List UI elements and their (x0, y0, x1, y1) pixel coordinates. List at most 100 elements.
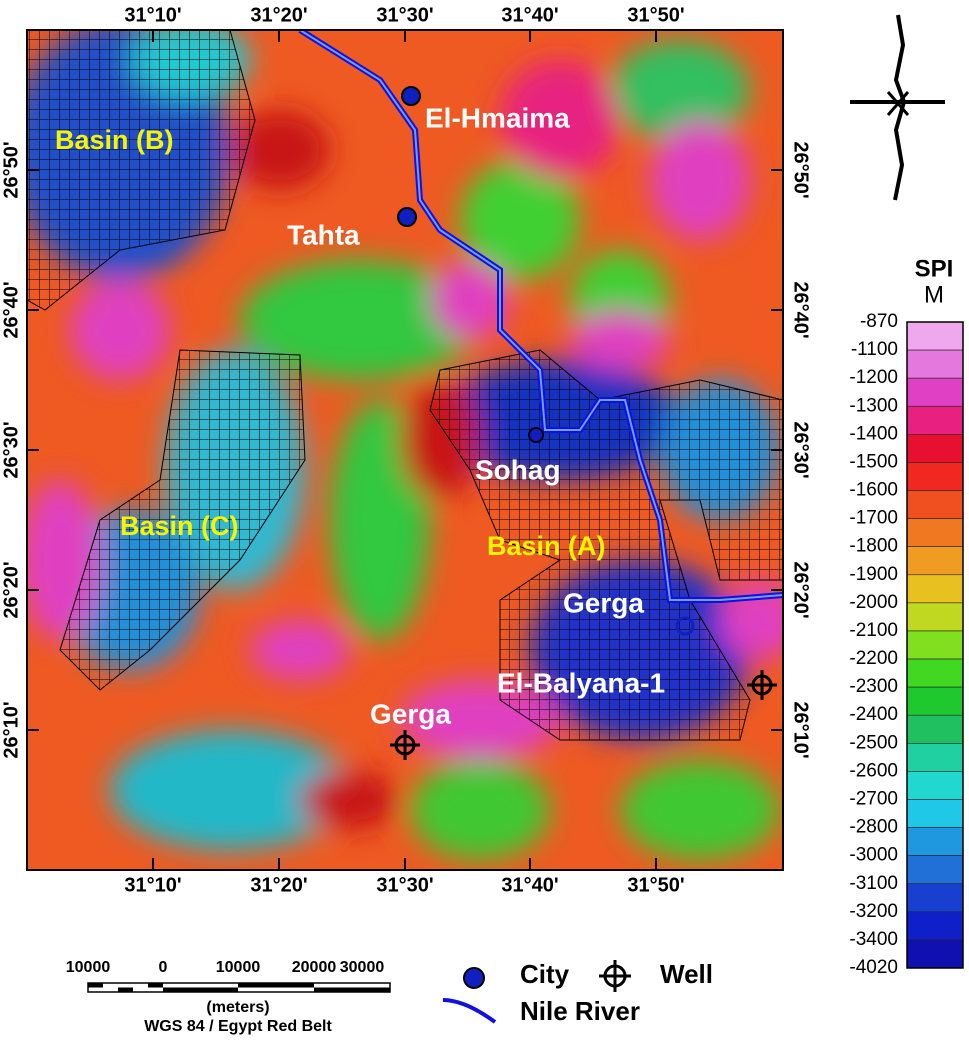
colorbar-band (906, 434, 964, 463)
y-label-right: 26°50' (790, 141, 812, 198)
y-label-left: 26°20' (0, 561, 22, 618)
colorbar-label: -2600 (849, 760, 898, 781)
colorbar-label: -2200 (849, 648, 898, 669)
legend-city: City (520, 959, 570, 989)
colorbar-label: -1500 (849, 451, 898, 472)
colorbar-frame (906, 321, 964, 969)
colorbar-band (906, 630, 964, 660)
colorbar-band (906, 771, 964, 800)
colorbar-band (906, 462, 964, 491)
colorbar-band (906, 518, 964, 547)
colorbar-band (906, 602, 964, 632)
x-label-top: 31°40' (501, 4, 558, 26)
city-marker (528, 427, 544, 443)
colorbar-band (906, 714, 964, 744)
colorbar-band (906, 349, 964, 379)
colorbar-band (906, 546, 964, 576)
place-label: Gerga (563, 587, 644, 618)
y-label-left: 26°30' (0, 421, 22, 478)
colorbar-label: -3400 (849, 929, 898, 950)
colorbar-label: -2700 (849, 788, 898, 809)
colorbar-label: -2800 (849, 817, 898, 838)
scale-label: 20000 (292, 959, 337, 976)
basin-label: Basin (B) (55, 125, 174, 155)
colorbar-unit: M (924, 281, 944, 308)
projection: WGS 84 / Egypt Red Belt (144, 1018, 332, 1035)
colorbar-band (906, 799, 964, 828)
colorbar-label: -2300 (849, 676, 898, 697)
colorbar-label: -3100 (849, 873, 898, 894)
scale-unit: (meters) (206, 999, 269, 1016)
basin-label: Basin (C) (120, 511, 239, 541)
colorbar-label: -2000 (849, 592, 898, 613)
colorbar-label: -1400 (849, 423, 898, 444)
colorbar-label: -3000 (849, 845, 898, 866)
map-raster (27, 30, 783, 870)
colorbar-band (906, 377, 964, 407)
colorbar-label: -2400 (849, 704, 898, 725)
x-label-bottom: 31°50' (627, 874, 684, 896)
y-label-right: 26°20' (790, 561, 812, 618)
y-label-right: 26°10' (790, 701, 812, 758)
colorbar-label: -2100 (849, 620, 898, 641)
colorbar-label: -4020 (849, 957, 898, 978)
y-label-left: 26°50' (0, 141, 22, 198)
colorbar-label: -1700 (849, 508, 898, 529)
colorbar-band (906, 686, 964, 716)
colorbar-band (906, 911, 964, 941)
y-label-right: 26°40' (790, 281, 812, 338)
x-label-bottom: 31°30' (376, 874, 433, 896)
colorbar-label: -1200 (849, 367, 898, 388)
colorbar-band (906, 883, 964, 913)
city-marker (675, 616, 695, 636)
colorbar-label: -2500 (849, 732, 898, 753)
colorbar-band (906, 405, 964, 435)
y-label-left: 26°10' (0, 701, 22, 758)
x-label-top: 31°30' (376, 4, 433, 26)
colorbar-label: -1300 (849, 395, 898, 416)
x-label-top: 31°10' (124, 4, 181, 26)
legend-city-symbol (463, 967, 485, 989)
colorbar-band (906, 827, 964, 856)
y-label-left: 26°40' (0, 281, 22, 338)
colorbar-label: -870 (860, 311, 898, 332)
colorbar: -870 -1100 -1200 -1300 -1400 -1500 -1600 -1700 -… (849, 311, 964, 978)
colorbar-band (906, 490, 964, 519)
colorbar-label: -1600 (849, 480, 898, 501)
nile-river-core (299, 30, 783, 601)
legend-well-symbol (599, 960, 631, 992)
basin-hatch (27, 30, 783, 741)
place-label: El-Balyana-1 (497, 667, 665, 698)
scale-label: 0 (159, 959, 168, 976)
scale-label: 30000 (340, 959, 385, 976)
graticule-ticks (27, 30, 783, 870)
legend-river-symbol (442, 998, 497, 1024)
place-label: El-Hmaima (425, 102, 570, 133)
scale-label: 10000 (66, 959, 111, 976)
colorbar-title: SPI (915, 255, 954, 282)
colorbar-band (906, 321, 964, 351)
colorbar-label: -1900 (849, 564, 898, 585)
x-label-bottom: 31°40' (501, 874, 558, 896)
well-marker (390, 670, 777, 760)
colorbar-band (906, 658, 964, 688)
legend-river: Nile River (520, 996, 640, 1026)
place-label: Sohag (475, 454, 561, 485)
colorbar-label: -3200 (849, 901, 898, 922)
x-label-top: 31°50' (627, 4, 684, 26)
basin-label: Basin (A) (487, 531, 606, 561)
x-label-top: 31°20' (250, 4, 307, 26)
city-marker (397, 207, 417, 227)
x-label-bottom: 31°20' (250, 874, 307, 896)
x-label-bottom: 31°10' (124, 874, 181, 896)
colorbar-band (906, 743, 964, 772)
colorbar-band (906, 574, 964, 604)
north-arrow (850, 14, 945, 201)
y-label-right: 26°30' (790, 421, 812, 478)
colorbar-band (906, 855, 964, 885)
place-label: Tahta (287, 219, 360, 250)
colorbar-label: -1100 (851, 339, 898, 360)
place-label: Gerga (370, 698, 451, 729)
scale-bar (87, 982, 391, 993)
colorbar-label: -1800 (849, 536, 898, 557)
